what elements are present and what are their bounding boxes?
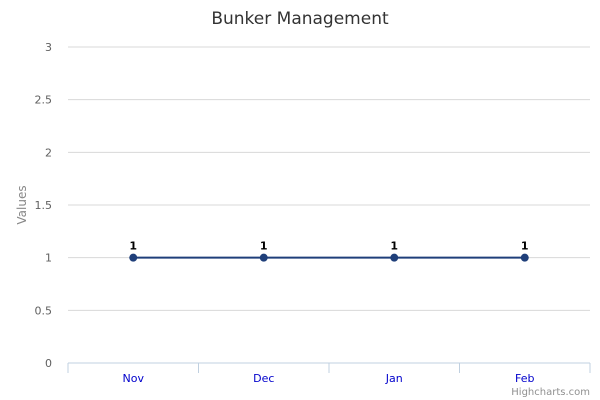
x-tick-label-jan: Jan bbox=[385, 372, 403, 385]
data-label-nov: 1 bbox=[129, 240, 137, 253]
y-axis-title: Values bbox=[15, 185, 29, 224]
chart-title: Bunker Management bbox=[211, 9, 389, 29]
data-point-dec[interactable] bbox=[259, 253, 268, 262]
data-point-jan[interactable] bbox=[390, 253, 399, 262]
x-tick-label-feb: Feb bbox=[515, 372, 534, 385]
y-tick-label-3: 1.5 bbox=[35, 199, 53, 212]
data-label-dec: 1 bbox=[260, 240, 268, 253]
y-tick-label-6: 3 bbox=[45, 41, 52, 54]
data-labels: 1 1 1 1 bbox=[129, 240, 528, 253]
y-tick-label-2: 1 bbox=[45, 252, 52, 265]
y-tick-label-5: 2.5 bbox=[35, 94, 53, 107]
y-tick-label-1: 0.5 bbox=[35, 304, 53, 317]
x-axis bbox=[67, 362, 591, 373]
x-axis-ticks: Nov Dec Jan Feb bbox=[123, 372, 535, 385]
x-tick-label-dec: Dec bbox=[253, 372, 274, 385]
y-tick-label-0: 0 bbox=[45, 357, 52, 370]
y-axis-ticks: 0 0.5 1 1.5 2 2.5 3 bbox=[35, 41, 53, 370]
y-tick-label-4: 2 bbox=[45, 146, 52, 159]
x-tick-label-nov: Nov bbox=[123, 372, 145, 385]
data-label-feb: 1 bbox=[521, 240, 529, 253]
data-label-jan: 1 bbox=[390, 240, 398, 253]
data-point-nov[interactable] bbox=[129, 253, 138, 262]
series-group bbox=[129, 253, 529, 262]
credits-link[interactable]: Highcharts.com bbox=[511, 387, 590, 398]
data-point-feb[interactable] bbox=[520, 253, 529, 262]
